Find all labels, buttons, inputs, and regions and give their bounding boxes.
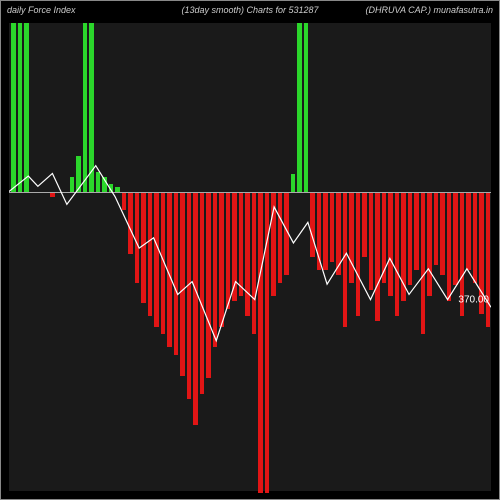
bar-negative <box>466 192 471 270</box>
bar-negative <box>369 192 374 290</box>
bar-negative <box>382 192 387 282</box>
chart-panel: 370.00 <box>9 23 491 491</box>
bar-negative <box>219 192 224 326</box>
bar-negative <box>284 192 289 275</box>
bar-negative <box>167 192 172 347</box>
bar-negative <box>349 192 354 282</box>
bar-negative <box>271 192 276 295</box>
bar-negative <box>310 192 315 257</box>
bar-negative <box>486 192 491 326</box>
bar-negative <box>473 192 478 282</box>
bar-negative <box>180 192 185 376</box>
bar-negative <box>421 192 426 334</box>
bar-positive <box>297 23 302 192</box>
bar-negative <box>330 192 335 262</box>
bar-negative <box>161 192 166 334</box>
bar-positive <box>83 23 88 192</box>
bar-negative <box>252 192 257 334</box>
bar-positive <box>304 23 309 192</box>
bar-positive <box>18 23 23 192</box>
bar-negative <box>408 192 413 285</box>
bar-negative <box>427 192 432 295</box>
bar-positive <box>109 184 114 192</box>
bar-positive <box>96 172 101 193</box>
bar-negative <box>388 192 393 295</box>
bar-positive <box>102 177 107 193</box>
bar-negative <box>154 192 159 326</box>
bar-negative <box>122 192 127 210</box>
bar-negative <box>356 192 361 316</box>
bar-negative <box>258 192 263 493</box>
bar-negative <box>200 192 205 394</box>
bar-negative <box>232 192 237 301</box>
bar-negative <box>317 192 322 270</box>
bar-negative <box>187 192 192 399</box>
bar-positive <box>89 23 94 192</box>
header-indicator-name: daily Force Index <box>7 5 76 15</box>
bar-negative <box>135 192 140 282</box>
bar-negative <box>213 192 218 347</box>
bar-negative <box>174 192 179 355</box>
bar-negative <box>323 192 328 270</box>
bar-negative <box>395 192 400 316</box>
bar-negative <box>206 192 211 378</box>
bar-positive <box>76 156 81 192</box>
bar-negative <box>265 192 270 493</box>
zero-axis-line <box>9 192 491 193</box>
bar-negative <box>141 192 146 303</box>
header-title: (13day smooth) Charts for 531287 <box>181 5 318 15</box>
bar-positive <box>291 174 296 192</box>
bar-negative <box>401 192 406 301</box>
bars-layer <box>9 23 491 491</box>
bar-negative <box>440 192 445 275</box>
bar-positive <box>70 177 75 193</box>
bar-negative <box>434 192 439 264</box>
bar-negative <box>239 192 244 295</box>
bar-negative <box>245 192 250 316</box>
last-value-label: 370.00 <box>458 295 489 306</box>
bar-negative <box>226 192 231 308</box>
bar-negative <box>362 192 367 257</box>
header-source: (DHRUVA CAP.) munafasutra.in <box>365 5 493 15</box>
bar-negative <box>447 192 452 301</box>
bar-negative <box>414 192 419 270</box>
bar-positive <box>11 23 16 192</box>
bar-negative <box>343 192 348 326</box>
bar-positive <box>24 23 29 192</box>
bar-negative <box>375 192 380 321</box>
bar-negative <box>453 192 458 285</box>
bar-negative <box>278 192 283 282</box>
bar-negative <box>128 192 133 254</box>
bar-negative <box>193 192 198 425</box>
bar-negative <box>148 192 153 316</box>
bar-negative <box>336 192 341 275</box>
chart-frame: daily Force Index (13day smooth) Charts … <box>0 0 500 500</box>
